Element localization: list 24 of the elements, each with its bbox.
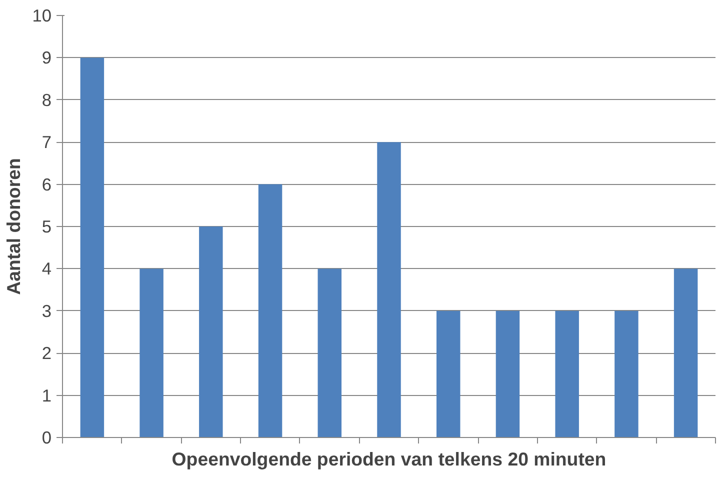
y-tick-label: 2 [42, 343, 52, 364]
bar [318, 268, 342, 438]
y-tick-label: 8 [42, 90, 52, 110]
bar [614, 310, 638, 438]
y-tick-label: 7 [42, 132, 52, 152]
y-tick-label: 4 [42, 258, 52, 279]
y-tick-label: 0 [42, 428, 52, 448]
y-tick-label: 1 [42, 385, 52, 406]
bar [377, 142, 401, 438]
y-tick-label: 5 [42, 216, 52, 236]
y-tick-label: 10 [32, 6, 52, 26]
bar [199, 226, 223, 438]
x-axis-title: Opeenvolgende perioden van telkens 20 minuten [172, 448, 606, 470]
bar [80, 58, 104, 438]
bar [496, 310, 520, 438]
bar [436, 310, 460, 438]
bar [258, 184, 282, 438]
y-tick-label: 3 [42, 300, 52, 321]
y-axis-title: Aantal donoren [3, 158, 24, 295]
y-tick-label: 6 [42, 174, 52, 194]
bar [140, 268, 164, 438]
y-tick-label: 9 [42, 48, 52, 68]
bar [674, 268, 698, 438]
bar [555, 310, 579, 438]
